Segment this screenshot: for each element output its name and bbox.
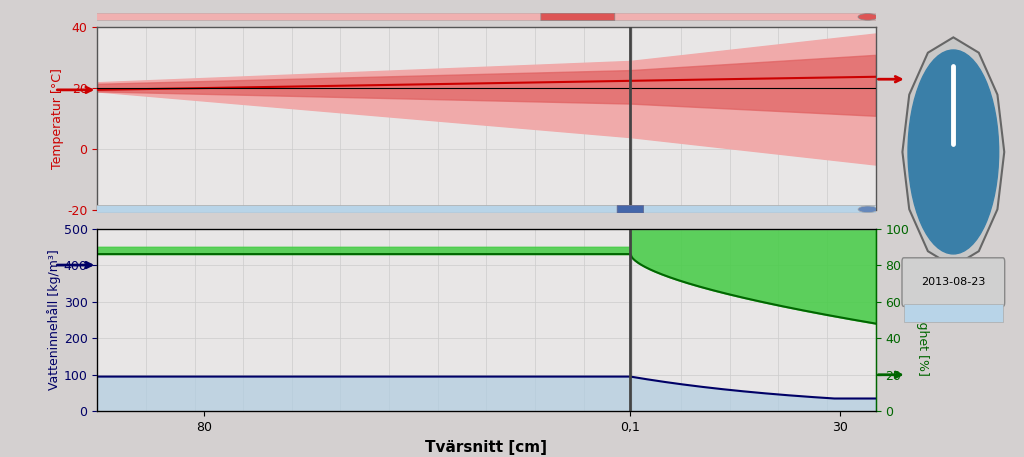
FancyBboxPatch shape xyxy=(617,206,644,213)
Ellipse shape xyxy=(858,14,878,20)
FancyBboxPatch shape xyxy=(82,13,891,21)
Text: 2013-08-23: 2013-08-23 xyxy=(922,277,985,287)
FancyBboxPatch shape xyxy=(541,13,614,21)
Circle shape xyxy=(908,50,998,254)
FancyBboxPatch shape xyxy=(904,304,1002,322)
Y-axis label: Rel. Fuktighet [%]: Rel. Fuktighet [%] xyxy=(915,264,929,376)
X-axis label: Tvärsnitt [cm]: Tvärsnitt [cm] xyxy=(425,440,548,455)
Y-axis label: Vatteninnehåll [kg/m³]: Vatteninnehåll [kg/m³] xyxy=(47,250,60,390)
FancyBboxPatch shape xyxy=(902,258,1005,306)
Y-axis label: Temperatur [°C]: Temperatur [°C] xyxy=(51,69,65,169)
Polygon shape xyxy=(902,37,1005,266)
Ellipse shape xyxy=(858,206,878,213)
FancyBboxPatch shape xyxy=(82,206,891,213)
